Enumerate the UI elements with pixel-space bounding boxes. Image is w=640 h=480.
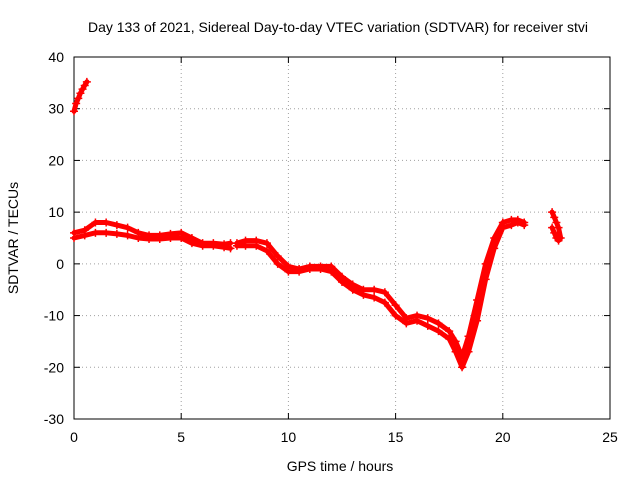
data-point [481, 275, 490, 284]
y-tick-label: -10 [44, 308, 64, 324]
y-tick-label: 0 [56, 256, 64, 272]
series-line-segment-2-upper [71, 220, 233, 247]
data-point [464, 347, 473, 356]
x-tick-label: 15 [388, 429, 404, 445]
data-point [434, 319, 443, 328]
grid [74, 57, 610, 419]
x-tick-label: 0 [70, 429, 78, 445]
series-line-segment-3-lower [234, 220, 527, 370]
data-point [413, 316, 422, 325]
data-point [552, 218, 561, 227]
series-line-segment-3-upper [234, 217, 527, 360]
data-point [76, 89, 85, 98]
data-point [548, 208, 557, 217]
data-point [548, 223, 557, 232]
data-point [72, 99, 81, 108]
data-point [284, 267, 293, 276]
data-point [91, 218, 100, 227]
data-point [391, 301, 400, 310]
data-point [338, 277, 346, 286]
data-point [82, 77, 91, 86]
data-point [445, 334, 454, 343]
data-point [380, 298, 389, 307]
y-tick-label: 20 [48, 152, 64, 168]
data-point [166, 234, 175, 242]
data-point [123, 223, 132, 232]
data-point [434, 327, 443, 336]
data-point [473, 316, 482, 325]
chart-title: Day 133 of 2021, Sidereal Day-to-day VTE… [88, 19, 588, 35]
data-point [112, 221, 121, 230]
data-point [305, 265, 314, 274]
data-point [70, 234, 78, 242]
data-point [262, 246, 271, 255]
data-point [513, 218, 522, 227]
data-point [370, 285, 379, 294]
data-point [451, 347, 460, 356]
x-axis-label: GPS time / hours [287, 458, 394, 474]
x-tick-label: 5 [177, 429, 185, 445]
y-tick-label: 30 [48, 101, 64, 117]
data-point [498, 223, 507, 232]
data-point [252, 241, 261, 250]
data-point [145, 235, 154, 244]
data-point [273, 252, 282, 261]
data-point [295, 267, 304, 276]
data-point [209, 241, 218, 250]
data-point [102, 218, 111, 227]
data-point [155, 235, 164, 244]
data-point [80, 231, 89, 240]
data-point [112, 229, 121, 238]
data-point [423, 321, 432, 330]
series-line-segment-2-lower [71, 230, 233, 251]
x-tick-label: 10 [281, 429, 297, 445]
data-point [348, 285, 357, 294]
data-point [220, 243, 229, 252]
data-point [490, 244, 499, 253]
data-point [241, 241, 250, 250]
data-point [370, 293, 379, 302]
data-point [177, 234, 186, 242]
data-point [380, 288, 389, 297]
data-point [402, 319, 411, 328]
data-point [507, 221, 516, 230]
data-point [74, 94, 83, 103]
y-tick-label: -20 [44, 359, 64, 375]
data-point [102, 228, 111, 237]
data-point [359, 290, 368, 299]
data-point [391, 311, 400, 320]
y-axis-label: SDTVAR / TECUs [5, 182, 21, 294]
data-point [520, 221, 529, 230]
y-tick-label: 10 [48, 204, 64, 220]
y-tick-label: 40 [48, 49, 64, 65]
data-point [91, 228, 100, 237]
axis-ticks: 0 5 10 15 20 25 -30 -20 -10 0 10 20 30 40 [44, 49, 618, 445]
data-point [445, 327, 454, 336]
data-point [70, 107, 78, 116]
data-point [550, 228, 559, 237]
data-point [550, 213, 559, 222]
data-series [70, 77, 565, 372]
y-tick-label: -30 [44, 411, 64, 427]
data-point [273, 259, 282, 268]
data-point [134, 234, 143, 242]
data-point [187, 239, 196, 248]
data-point [262, 239, 271, 248]
x-tick-label: 20 [495, 429, 511, 445]
data-point [198, 241, 207, 250]
x-tick-label: 25 [602, 429, 618, 445]
data-point [123, 231, 132, 240]
data-point [316, 265, 325, 274]
data-point [327, 267, 336, 276]
data-point [458, 363, 467, 372]
data-point [232, 241, 241, 250]
data-point [423, 314, 432, 323]
data-point [552, 234, 561, 242]
data-point [226, 244, 235, 253]
